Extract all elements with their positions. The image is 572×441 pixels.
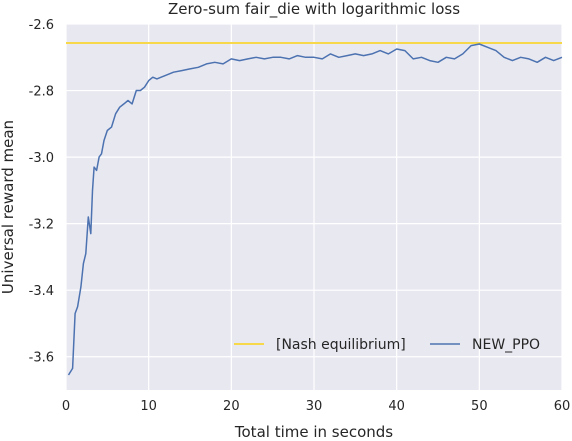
y-tick-labels: -3.6 -3.4 -3.2 -3.0 -2.8 -2.6 bbox=[29, 18, 54, 366]
x-tick-label: 10 bbox=[140, 399, 157, 414]
y-axis-label: Universal reward mean bbox=[0, 120, 17, 294]
chart-title: Zero-sum fair_die with logarithmic loss bbox=[168, 0, 460, 19]
y-tick-label: -2.6 bbox=[29, 18, 54, 33]
x-tick-label: 40 bbox=[388, 399, 405, 414]
new-ppo-line bbox=[67, 43, 563, 376]
y-tick-label: -3.2 bbox=[29, 218, 54, 233]
x-tick-label: 20 bbox=[223, 399, 240, 414]
legend-label: [Nash equilibrium] bbox=[276, 337, 406, 353]
x-tick-labels: 0 10 20 30 40 50 60 bbox=[62, 399, 570, 414]
y-tick-label: -3.0 bbox=[29, 151, 54, 166]
legend-label: NEW_PPO bbox=[472, 337, 540, 353]
x-tick-label: 0 bbox=[62, 399, 70, 414]
x-tick-label: 30 bbox=[306, 399, 323, 414]
y-tick-label: -3.6 bbox=[29, 351, 54, 366]
y-tick-label: -2.8 bbox=[29, 85, 54, 100]
legend: [Nash equilibrium] NEW_PPO bbox=[234, 337, 540, 353]
x-tick-label: 60 bbox=[554, 399, 571, 414]
x-axis-label: Total time in seconds bbox=[234, 423, 393, 441]
grid bbox=[65, 23, 563, 390]
series-layer bbox=[66, 42, 563, 376]
y-tick-label: -3.4 bbox=[29, 284, 54, 299]
x-tick-label: 50 bbox=[471, 399, 488, 414]
